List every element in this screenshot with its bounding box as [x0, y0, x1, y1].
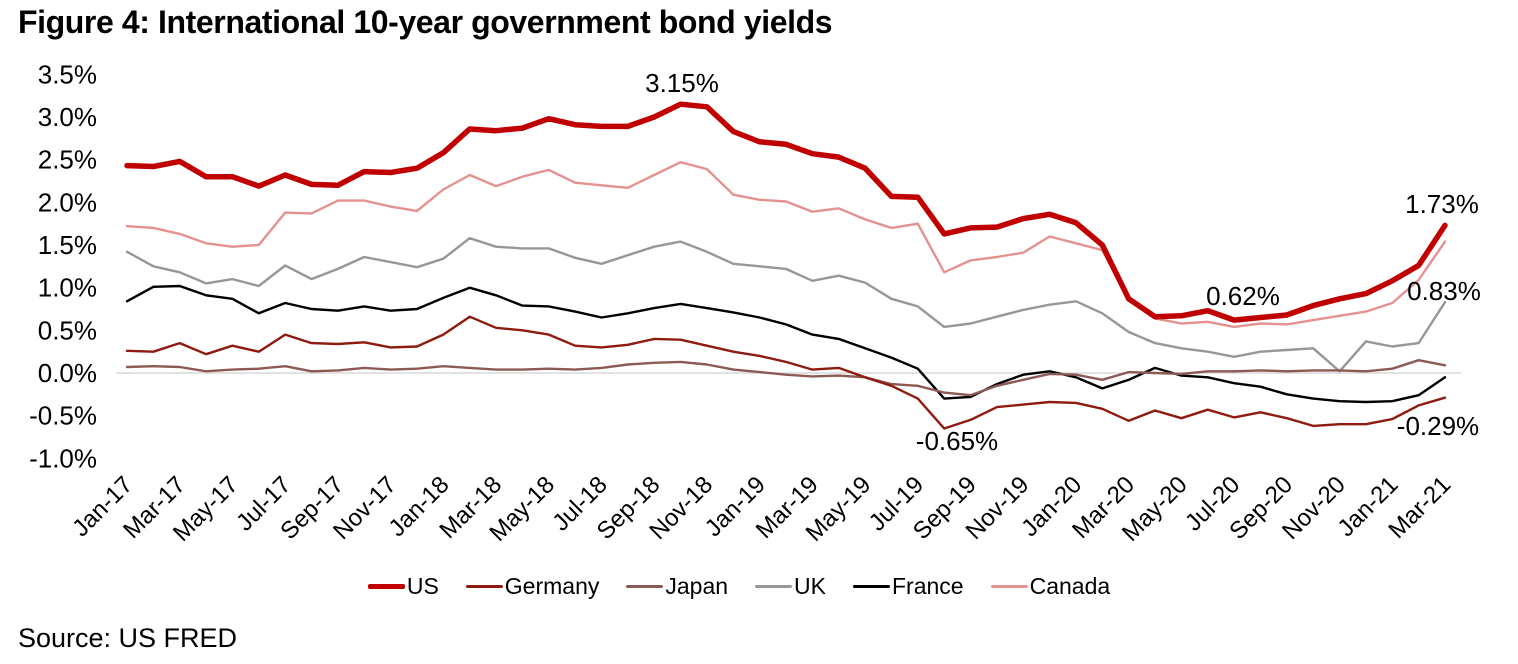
legend-item-france: France — [853, 572, 964, 600]
y-axis-tick-label: 1.0% — [38, 273, 97, 303]
y-axis-tick-label: -0.5% — [29, 401, 97, 431]
y-axis-tick-label: 0.5% — [38, 315, 97, 345]
data-label: -0.65% — [916, 426, 998, 456]
legend-swatch-germany — [465, 584, 503, 588]
figure-title: Figure 4: International 10-year governme… — [18, 4, 833, 40]
legend-swatch-us — [367, 583, 405, 589]
legend-item-uk: UK — [755, 572, 826, 600]
y-axis-tick-label: 2.5% — [38, 145, 97, 175]
legend-label: UK — [794, 573, 826, 599]
data-label: -0.29% — [1397, 411, 1479, 441]
chart-legend: US Germany Japan UK France Canada — [0, 572, 1478, 600]
source-note: Source: US FRED — [18, 623, 238, 653]
series-line-germany — [125, 315, 1447, 430]
legend-label: Germany — [504, 573, 600, 599]
legend-swatch-france — [853, 584, 890, 588]
y-axis-tick-label: 0.0% — [38, 358, 97, 388]
legend-swatch-japan — [626, 584, 664, 588]
legend-item-us: US — [367, 572, 439, 600]
legend-label: Canada — [1029, 573, 1111, 599]
legend-label: Japan — [665, 573, 729, 599]
data-label: 0.83% — [1407, 276, 1481, 306]
legend-swatch-uk — [755, 584, 793, 588]
data-label: 0.62% — [1206, 281, 1280, 311]
legend-label: France — [892, 573, 964, 599]
y-axis-tick-label: -1.0% — [29, 443, 97, 473]
legend-item-germany: Germany — [465, 572, 600, 600]
y-axis-tick-label: 1.5% — [38, 230, 97, 260]
data-label: 3.15% — [645, 68, 719, 98]
y-axis-tick-label: 2.0% — [38, 187, 97, 217]
legend-label: US — [406, 573, 439, 599]
series-line-uk — [125, 236, 1447, 373]
series-line-japan — [125, 359, 1447, 397]
legend-swatch-canada — [990, 584, 1028, 588]
legend-item-canada: Canada — [990, 572, 1111, 600]
y-axis-tick-label: 3.0% — [38, 102, 97, 132]
series-line-france — [125, 284, 1447, 404]
series-line-us — [124, 101, 1448, 323]
y-axis-tick-label: 3.5% — [38, 59, 97, 89]
data-label: 1.73% — [1405, 189, 1479, 219]
series-line-canada — [125, 160, 1447, 329]
legend-item-japan: Japan — [626, 572, 728, 600]
